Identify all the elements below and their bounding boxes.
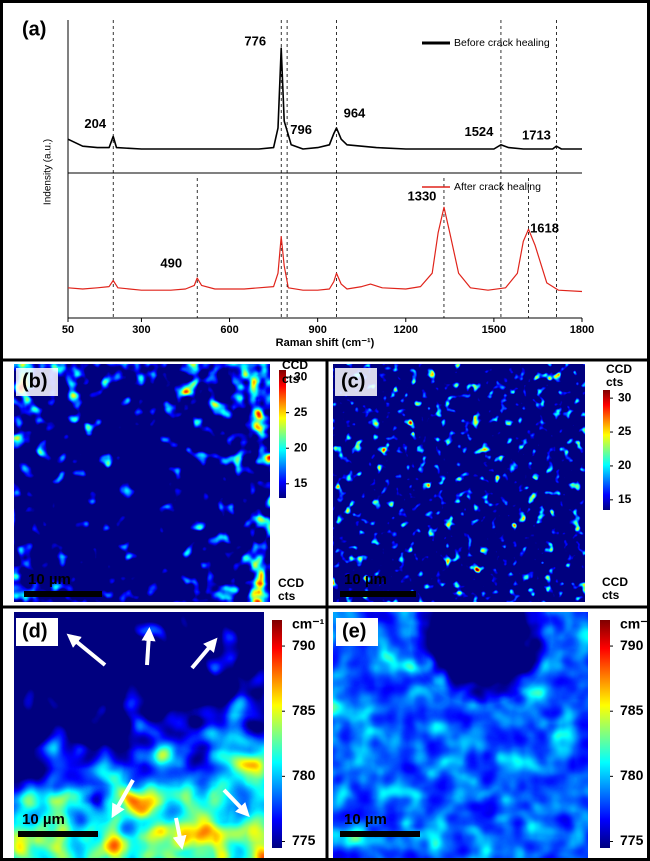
label-bg <box>16 618 58 646</box>
x-tick-label: 1200 <box>394 324 418 336</box>
raman-map <box>14 364 270 602</box>
colorbar-tick-label: 780 <box>620 767 644 783</box>
x-tick-label: 900 <box>308 324 326 336</box>
colorbar-tick-label: 20 <box>618 458 632 472</box>
peak-label: 776 <box>244 34 266 49</box>
x-tick-label: 600 <box>220 324 238 336</box>
colorbar-tick-label: 25 <box>618 424 632 438</box>
colorbar-footer: cts <box>278 589 296 603</box>
arrow <box>141 627 156 666</box>
arrows <box>66 627 250 850</box>
x-tick-label: 300 <box>132 324 150 336</box>
colorbar-tick-label: 25 <box>294 405 308 419</box>
legend-label: Before crack healing <box>454 37 550 49</box>
colorbar-tick-label: 790 <box>620 637 644 653</box>
label-bg <box>16 368 58 396</box>
panel-label: (b) <box>22 370 48 392</box>
peak-label: 1713 <box>522 128 551 143</box>
peak-label: 1524 <box>464 124 494 139</box>
peak-label: 1330 <box>407 189 436 204</box>
colorbar-tick-label: 780 <box>292 767 316 783</box>
colorbar-title: CCD <box>282 358 308 372</box>
scale-bar-label: 10 µm <box>28 571 71 588</box>
colorbar-title: cm⁻¹ <box>292 616 325 632</box>
colorbar-tick-label: 15 <box>618 492 632 506</box>
colorbar-footer: cts <box>602 588 620 602</box>
colorbar-title: cm⁻¹ <box>620 616 650 632</box>
panel-label: (c) <box>341 370 365 392</box>
colorbar-title: CCD <box>606 362 632 376</box>
peak-label: 796 <box>290 122 312 137</box>
panel-label: (a) <box>22 18 46 40</box>
arrow <box>66 633 107 667</box>
peak-label: 204 <box>84 116 106 131</box>
legend-label: After crack healing <box>454 181 541 193</box>
y-axis-label: Indensity (a.u.) <box>43 139 54 205</box>
x-tick-label: 1500 <box>482 324 506 336</box>
colorbar-footer: CCD <box>278 576 304 590</box>
scale-bar-label: 10 µm <box>344 811 387 828</box>
peak-label: 1618 <box>530 221 559 236</box>
spectrum <box>67 47 582 150</box>
colorbar <box>600 620 610 848</box>
raman-map <box>333 612 588 858</box>
scale-bar-label: 10 µm <box>22 811 65 828</box>
spectra: Before crack healing 204 776 796 964 1524 1713… <box>22 18 594 349</box>
x-tick-label: 50 <box>62 324 74 336</box>
label-bg <box>336 618 378 646</box>
panel-label: (e) <box>342 620 366 642</box>
raman-map <box>333 364 585 602</box>
arrow <box>222 788 250 818</box>
colorbar-tick-label: 15 <box>294 476 308 490</box>
arrow <box>190 637 218 670</box>
arrow <box>111 779 135 819</box>
colorbar-title: cts <box>282 372 300 386</box>
colorbar-tick-label: 785 <box>620 702 644 718</box>
arrow <box>172 817 187 850</box>
peak-label: 490 <box>160 255 182 270</box>
colorbar <box>603 390 610 510</box>
panel-label: (d) <box>22 620 48 642</box>
colorbar-tick-label: 775 <box>620 832 644 848</box>
colorbar-title: cts <box>606 375 624 389</box>
colorbar-tick-label: 30 <box>618 390 632 404</box>
colorbar-tick-label: 30 <box>294 369 308 383</box>
x-tick-label: 1800 <box>570 324 594 336</box>
scale-bar-label: 10 µm <box>344 571 387 588</box>
colorbar <box>279 370 286 498</box>
colorbar-tick-label: 20 <box>294 440 308 454</box>
peak-label: 964 <box>344 105 366 120</box>
colorbar-tick-label: 785 <box>292 702 316 718</box>
spectrum <box>67 206 583 293</box>
x-axis-label: Raman shift (cm⁻¹) <box>276 337 375 349</box>
colorbar-tick-label: 790 <box>292 637 316 653</box>
label-bg <box>335 368 377 396</box>
colorbar-tick-label: 775 <box>292 832 316 848</box>
colorbar <box>272 620 282 848</box>
colorbar-footer: CCD <box>602 575 628 589</box>
raman-map <box>14 612 264 858</box>
